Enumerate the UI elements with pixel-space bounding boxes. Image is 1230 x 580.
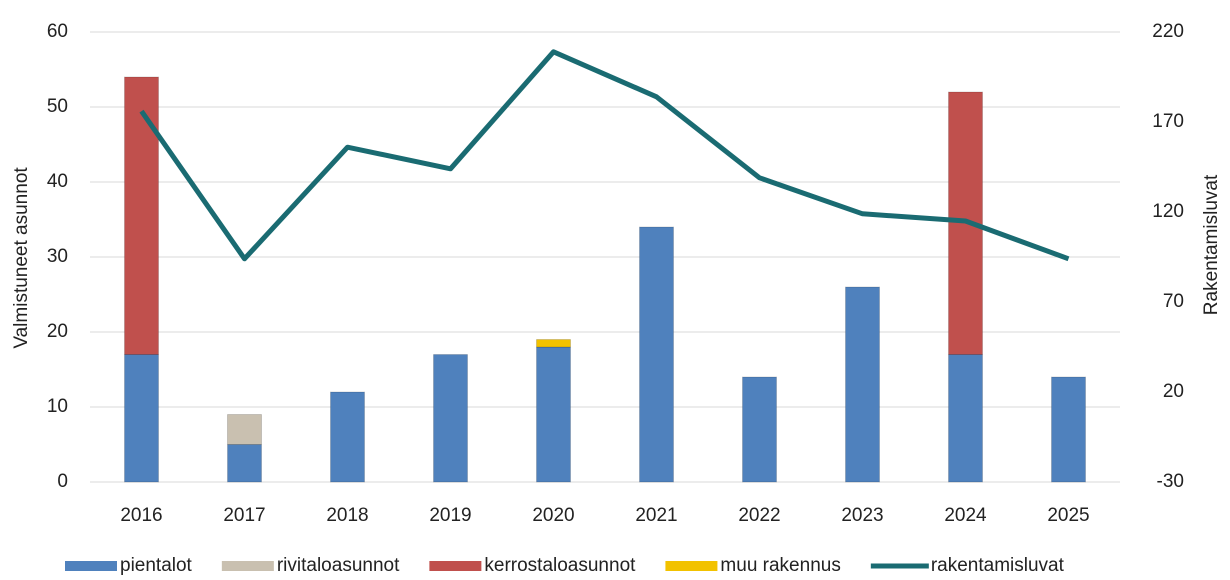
y2-tick-label: 170: [1152, 111, 1184, 132]
x-tick-label: 2025: [1047, 505, 1089, 526]
bar-segment: [536, 346, 571, 483]
y-tick-label: 0: [57, 471, 68, 492]
bar-segment: [124, 354, 159, 483]
legend-swatch: [221, 561, 274, 571]
bar-segment: [330, 391, 365, 483]
y-tick-label: 20: [47, 321, 68, 342]
legend-swatch: [665, 561, 718, 571]
y2-axis-label: Rakentamisluvat: [1201, 174, 1222, 315]
x-tick-label: 2017: [223, 505, 265, 526]
x-tick-label: 2024: [944, 505, 987, 526]
legend-label: kerrostaloasunnot: [484, 555, 636, 576]
y-tick-label: 10: [47, 396, 68, 417]
y-tick-label: 30: [47, 246, 68, 267]
x-tick-label: 2016: [120, 505, 162, 526]
line-series: [139, 49, 1070, 262]
bar-segment: [1051, 376, 1086, 483]
x-tick-label: 2023: [841, 505, 883, 526]
bar-segment: [124, 76, 159, 355]
bar-segment: [948, 354, 983, 483]
y2-tick-label: 220: [1152, 21, 1184, 42]
x-tick-label: 2018: [326, 505, 368, 526]
legend-swatch: [429, 561, 482, 571]
bar-segment: [227, 444, 262, 483]
bar-segment: [433, 354, 468, 483]
y2-tick-label: 70: [1163, 291, 1184, 312]
y2-tick-label: 120: [1152, 201, 1184, 222]
x-tick-label: 2022: [738, 505, 780, 526]
x-tick-label: 2020: [532, 505, 574, 526]
bar-segment: [536, 339, 571, 348]
y-tick-label: 50: [47, 96, 68, 117]
legend-label: rakentamisluvat: [931, 555, 1065, 576]
legend-swatch: [65, 561, 117, 571]
bar-segment: [227, 414, 262, 445]
y2-tick-label: 20: [1163, 381, 1184, 402]
bar-segment: [742, 376, 777, 483]
bar-segment: [845, 286, 880, 483]
x-tick-label: 2019: [429, 505, 471, 526]
legend-label: pientalot: [120, 555, 193, 576]
y-axis-label: Valmistuneet asunnot: [11, 167, 32, 349]
y-tick-label: 60: [47, 21, 68, 42]
legend-label: muu rakennus: [720, 555, 840, 576]
x-tick-label: 2021: [635, 505, 677, 526]
y2-tick-label: -30: [1157, 471, 1184, 492]
bar-segment: [639, 226, 674, 483]
y-tick-label: 40: [47, 171, 68, 192]
legend-label: rivitaloasunnot: [277, 555, 400, 576]
